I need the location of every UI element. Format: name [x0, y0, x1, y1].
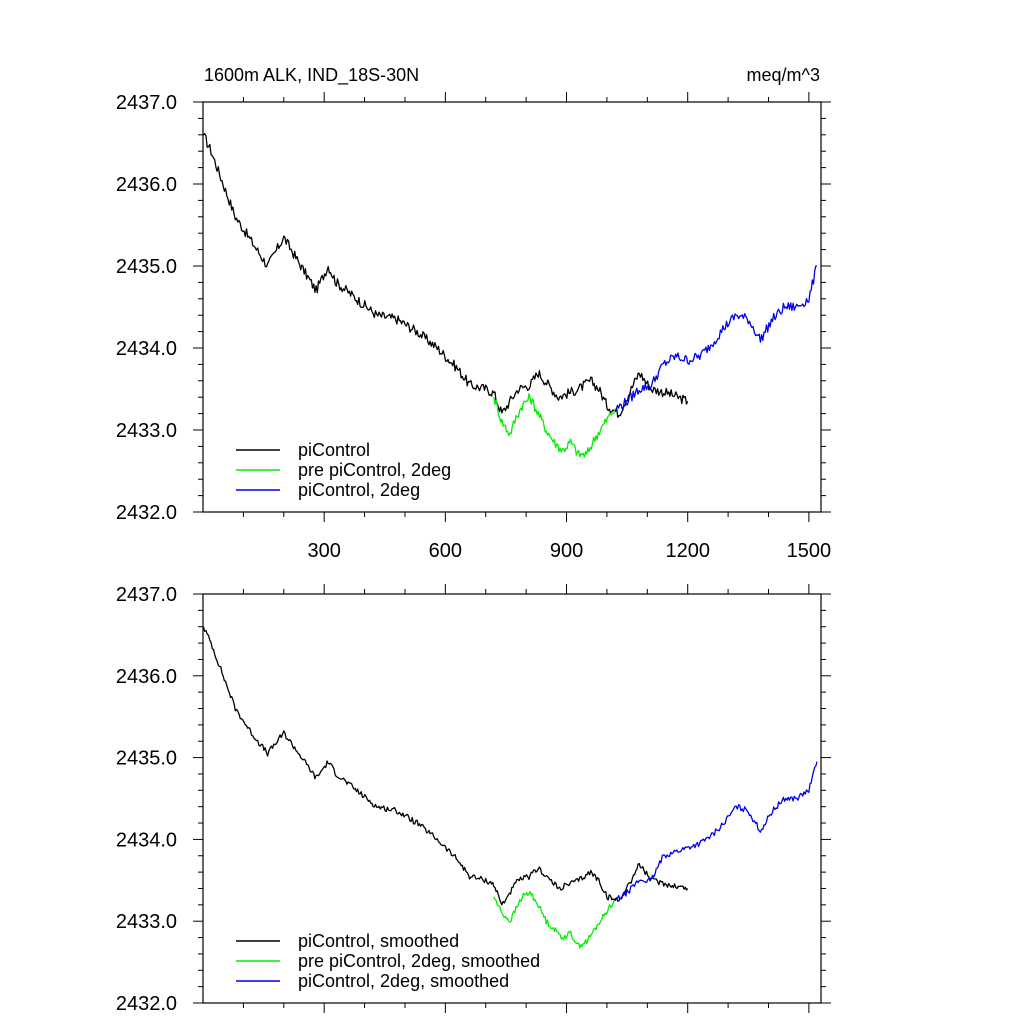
series-line-pre-picontrol-2deg: [493, 393, 616, 458]
legend-label: piControl, 2deg, smoothed: [298, 971, 509, 991]
series-line-picontrol-2deg-smoothed: [614, 761, 818, 902]
chart-title: 1600m ALK, IND_18S-30N: [204, 65, 419, 86]
plot-frame: [202, 593, 822, 1004]
y-tick-label: 2437.0: [116, 92, 177, 114]
y-tick-label: 2433.0: [116, 911, 177, 933]
x-tick-label: 1500: [787, 540, 832, 562]
y-tick-label: 2432.0: [116, 993, 177, 1015]
x-tick-label: 900: [550, 540, 583, 562]
y-tick-label: 2433.0: [116, 420, 177, 442]
y-tick-label: 2435.0: [116, 256, 177, 278]
chart-units: meq/m^3: [747, 65, 820, 85]
bottom-panel: 2432.0 2433.0 2434.0 2435.0 2436.0 2437.0 piCo…: [116, 584, 831, 1015]
x-tick-label: 1200: [665, 540, 710, 562]
series-line-picontrol: [202, 133, 689, 418]
legend-label: pre piControl, 2deg: [298, 460, 451, 480]
series-line-picontrol-2deg: [614, 265, 817, 411]
x-tick-label: 300: [307, 540, 340, 562]
y-tick-label: 2432.0: [116, 502, 177, 524]
y-tick-label: 2437.0: [116, 584, 177, 606]
series-line-pre-picontrol-2deg-smoothed: [493, 891, 616, 949]
y-tick-label: 2434.0: [116, 338, 177, 360]
legend-label: piControl: [298, 440, 370, 460]
top-panel: 300 600 900 1200 1500 2432.0 2433.0 2434.0 2435.…: [116, 92, 831, 562]
plot-frame: [202, 101, 822, 513]
x-tick-label: 600: [429, 540, 462, 562]
legend-label: pre piControl, 2deg, smoothed: [298, 951, 540, 971]
y-tick-label: 2436.0: [116, 174, 177, 196]
legend-label: piControl, smoothed: [298, 931, 459, 951]
legend-label: piControl, 2deg: [298, 480, 420, 500]
y-tick-label: 2434.0: [116, 829, 177, 851]
y-tick-label: 2436.0: [116, 666, 177, 688]
series-line-picontrol-smoothed: [202, 626, 689, 906]
y-tick-label: 2435.0: [116, 748, 177, 770]
